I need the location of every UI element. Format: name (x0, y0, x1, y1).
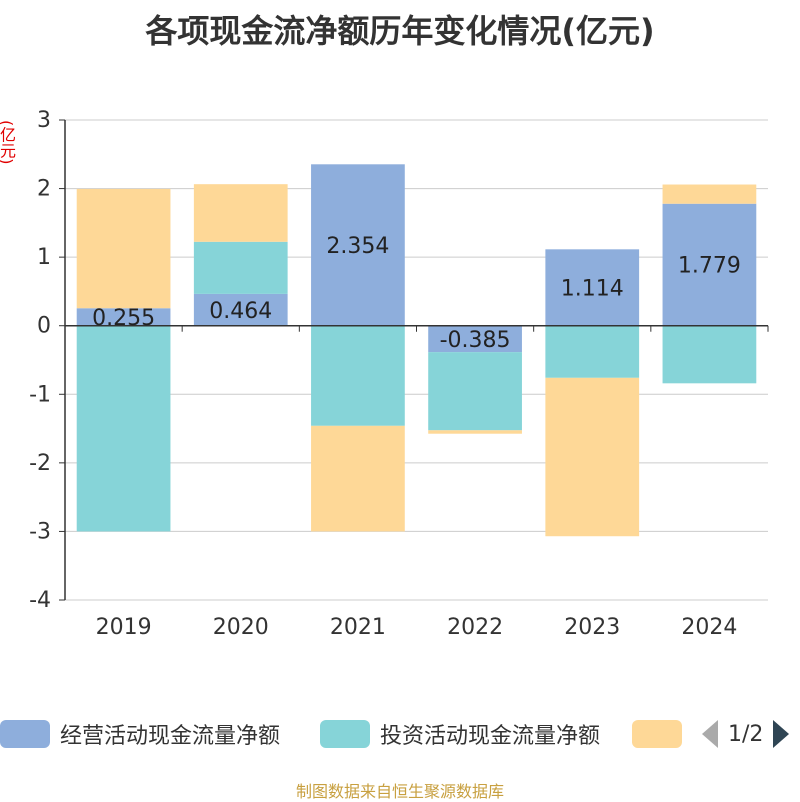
bar-segment (662, 325, 757, 384)
x-tick-label: 2019 (96, 615, 152, 640)
legend-label: 经营活动现金流量净额 (60, 724, 281, 749)
x-tick-label: 2024 (681, 615, 737, 640)
y-tick-label: 0 (37, 314, 51, 339)
legend-pager: 1/2 (702, 714, 790, 754)
data-label: 1.779 (678, 254, 741, 279)
legend-swatch (320, 720, 370, 748)
y-tick-label: 2 (37, 177, 51, 202)
stacked-bar-chart: 3 2 1 0 -1 -2 -3 -4 2019 2020 2021 2022 2023 2024 0.2… (29, 108, 769, 640)
x-tick-label: 2020 (213, 615, 269, 640)
legend-label: 投资活动现金流量净额 (380, 724, 601, 749)
y-tick-label: 3 (37, 108, 51, 133)
legend-page-number: 1/2 (728, 721, 764, 747)
bar-segment (311, 325, 405, 426)
data-source-footer: 制图数据来自恒生聚源数据库 (295, 782, 504, 801)
bar-segment (76, 188, 171, 309)
bar-segment (193, 293, 288, 326)
bar-layer (76, 164, 757, 537)
x-tick-label: 2021 (330, 615, 386, 640)
data-label: 0.464 (209, 299, 272, 324)
axis-layer: 3 2 1 0 -1 -2 -3 -4 (29, 108, 769, 613)
y-tick-label: -4 (29, 588, 51, 613)
bar-segment (311, 164, 405, 326)
x-tick-label: 2023 (564, 615, 620, 640)
data-label: 2.354 (326, 234, 389, 259)
legend: 经营活动现金流量净额 投资活动现金流量净额 1/2 (0, 714, 800, 754)
legend-item-operating[interactable]: 经营活动现金流量净额 (0, 714, 280, 754)
bar-segment (76, 325, 171, 532)
bar-segment (545, 249, 640, 326)
bar-segment (193, 184, 288, 242)
label-layer: 2019 2020 2021 2022 2023 2024 0.255 0.464 2.354 -… (92, 234, 741, 640)
y-tick-label: -1 (29, 382, 51, 407)
legend-item-investing[interactable]: 投资活动现金流量净额 (320, 714, 600, 754)
y-tick-label: 1 (37, 245, 51, 270)
legend-swatch (0, 720, 50, 748)
data-label: -0.385 (440, 328, 511, 353)
bar-segment (545, 377, 640, 537)
bar-segment (662, 203, 757, 326)
bar-segment (193, 241, 288, 294)
x-tick-label: 2022 (447, 615, 503, 640)
bar-segment (76, 308, 171, 326)
bar-segment (545, 325, 640, 378)
bar-segment (428, 325, 522, 353)
bar-segment (428, 430, 522, 434)
chevron-left-icon[interactable] (702, 720, 718, 748)
bar-segment (311, 425, 405, 532)
bar-segment (428, 352, 522, 431)
data-label: 0.255 (92, 306, 155, 331)
legend-item-financing[interactable] (632, 714, 682, 754)
chevron-right-icon[interactable] (773, 720, 790, 748)
y-axis-unit: (亿元) (0, 120, 16, 165)
chart-title: 各项现金流净额历年变化情况(亿元) (145, 12, 655, 50)
data-label: 1.114 (561, 277, 624, 302)
y-tick-label: -3 (29, 519, 51, 544)
y-tick-label: -2 (29, 451, 51, 476)
legend-swatch (632, 720, 682, 748)
bar-segment (662, 184, 757, 204)
